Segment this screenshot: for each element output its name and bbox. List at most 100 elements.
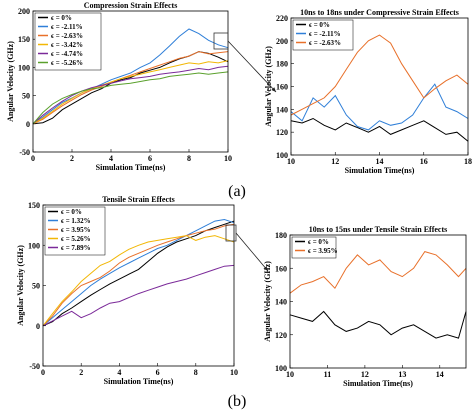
chart-title: 10ns to 18ns under Compressive Strain Ef… bbox=[300, 8, 459, 17]
legend-label: ϵ = -2.11% bbox=[309, 30, 341, 38]
legend-label: ϵ = -4.74% bbox=[51, 50, 83, 58]
zoom-arrow bbox=[227, 40, 277, 93]
y-tick-label: 150 bbox=[28, 201, 40, 210]
y-tick-label: 100 bbox=[276, 151, 288, 160]
x-axis-label: Simulation Time(ns) bbox=[104, 377, 174, 386]
series-line bbox=[42, 235, 235, 327]
y-axis-label: Angular Velocity (GHz) bbox=[6, 41, 15, 122]
y-tick-label: 140 bbox=[275, 298, 287, 307]
x-tick-label: 14 bbox=[376, 157, 384, 166]
y-tick-label: 0 bbox=[26, 120, 30, 129]
legend-box bbox=[44, 206, 106, 256]
legend-label: ϵ = 3.95% bbox=[61, 226, 91, 234]
y-axis-label: Angular Velocity (GHz) bbox=[16, 245, 25, 326]
series-line bbox=[42, 220, 235, 327]
series-line bbox=[290, 83, 469, 131]
panel-label-b: (b) bbox=[228, 393, 247, 410]
x-axis-label: Simulation Time(ns) bbox=[96, 163, 166, 172]
chart-4: 10ns to 15ns under Tensile Strain Effect… bbox=[263, 225, 467, 388]
zoom-arrow bbox=[235, 232, 269, 272]
y-tick-label: 50 bbox=[22, 92, 30, 101]
x-tick-label: 2 bbox=[70, 154, 74, 163]
x-tick-label: 6 bbox=[148, 154, 152, 163]
y-tick-label: 100 bbox=[275, 364, 287, 373]
y-tick-label: 100 bbox=[18, 63, 30, 72]
chart-title: Tensile Strain Effects bbox=[102, 195, 175, 204]
y-tick-label: 120 bbox=[275, 331, 287, 340]
x-tick-label: 11 bbox=[324, 370, 332, 379]
zoom-arrowhead bbox=[263, 266, 268, 271]
y-tick-label: 0 bbox=[36, 322, 40, 331]
y-tick-label: 200 bbox=[18, 7, 30, 16]
zoom-arrowhead bbox=[271, 87, 276, 92]
legend: ϵ = 0%ϵ = -2.11%ϵ = -2.63%ϵ = -3.42%ϵ = … bbox=[34, 12, 102, 71]
series-line bbox=[42, 223, 235, 327]
x-tick-label: 10 bbox=[230, 368, 238, 377]
legend-label: ϵ = 0% bbox=[61, 208, 82, 216]
chart-title: Compression Strain Effects bbox=[84, 1, 178, 10]
legend-label: ϵ = -5.26% bbox=[51, 59, 83, 67]
legend-label: ϵ = 1.32% bbox=[61, 217, 91, 225]
series-line bbox=[32, 71, 229, 125]
chart-2: 10ns to 18ns under Compressive Strain Ef… bbox=[264, 8, 472, 175]
x-tick-label: 14 bbox=[436, 370, 444, 379]
y-tick-label: 180 bbox=[275, 231, 287, 240]
legend-label: ϵ = 0% bbox=[309, 21, 330, 29]
x-tick-label: 8 bbox=[194, 368, 198, 377]
legend-label: ϵ = 5.26% bbox=[61, 235, 91, 243]
y-axis-label: Angular Velocity (GHz) bbox=[264, 46, 273, 127]
series-line bbox=[32, 65, 229, 125]
series-line bbox=[42, 218, 235, 327]
x-tick-label: 6 bbox=[156, 368, 160, 377]
x-axis-label: Simulation Time(ns) bbox=[343, 379, 413, 388]
series-line bbox=[32, 60, 229, 125]
y-tick-label: 160 bbox=[275, 264, 287, 273]
legend: ϵ = 0%ϵ = 1.32%ϵ = 3.95%ϵ = 5.26%ϵ = 7.8… bbox=[44, 206, 106, 256]
x-tick-label: 13 bbox=[398, 370, 406, 379]
x-tick-label: 12 bbox=[361, 370, 369, 379]
series-line bbox=[32, 28, 229, 125]
series-line bbox=[289, 251, 467, 294]
x-axis-label: Simulation Time(ns) bbox=[345, 166, 415, 175]
series-line bbox=[289, 310, 467, 339]
x-tick-label: 16 bbox=[420, 157, 428, 166]
legend-label: ϵ = -3.42% bbox=[51, 41, 83, 49]
x-tick-label: 4 bbox=[109, 154, 113, 163]
y-tick-label: 220 bbox=[276, 14, 288, 23]
panel-label-a: (a) bbox=[228, 183, 246, 200]
y-tick-label: 120 bbox=[276, 128, 288, 137]
legend: ϵ = 0%ϵ = 3.95% bbox=[291, 236, 338, 259]
plot-frame bbox=[32, 10, 229, 153]
x-tick-label: 10 bbox=[224, 154, 232, 163]
legend-label: ϵ = 0% bbox=[308, 238, 329, 246]
y-tick-label: -50 bbox=[29, 362, 40, 371]
y-tick-label: 50 bbox=[32, 282, 40, 291]
legend-label: ϵ = -2.63% bbox=[309, 39, 341, 47]
y-tick-label: -50 bbox=[19, 148, 30, 157]
x-tick-label: 0 bbox=[41, 368, 45, 377]
chart-title: 10ns to 15ns under Tensile Strain Effect… bbox=[309, 225, 448, 234]
legend-label: ϵ = -2.63% bbox=[51, 32, 83, 40]
x-tick-label: 18 bbox=[464, 157, 472, 166]
series-line bbox=[290, 34, 469, 116]
legend-label: ϵ = 3.95% bbox=[308, 247, 338, 255]
series-line bbox=[42, 264, 235, 327]
x-tick-label: 12 bbox=[331, 157, 339, 166]
legend: ϵ = 0%ϵ = -2.11%ϵ = -2.63% bbox=[292, 19, 354, 51]
y-tick-label: 140 bbox=[276, 105, 288, 114]
y-tick-label: 150 bbox=[18, 35, 30, 44]
legend-label: ϵ = 7.89% bbox=[61, 244, 91, 252]
y-tick-label: 160 bbox=[276, 83, 288, 92]
series-line bbox=[32, 51, 229, 125]
zoom-region-box bbox=[225, 224, 237, 242]
x-tick-label: 10 bbox=[287, 157, 295, 166]
series-line bbox=[290, 117, 469, 142]
x-tick-label: 0 bbox=[31, 154, 35, 163]
y-tick-label: 100 bbox=[28, 241, 40, 250]
x-tick-label: 8 bbox=[187, 154, 191, 163]
x-tick-label: 10 bbox=[286, 370, 294, 379]
y-axis-label: Angular Velocity (GHz) bbox=[263, 261, 272, 342]
